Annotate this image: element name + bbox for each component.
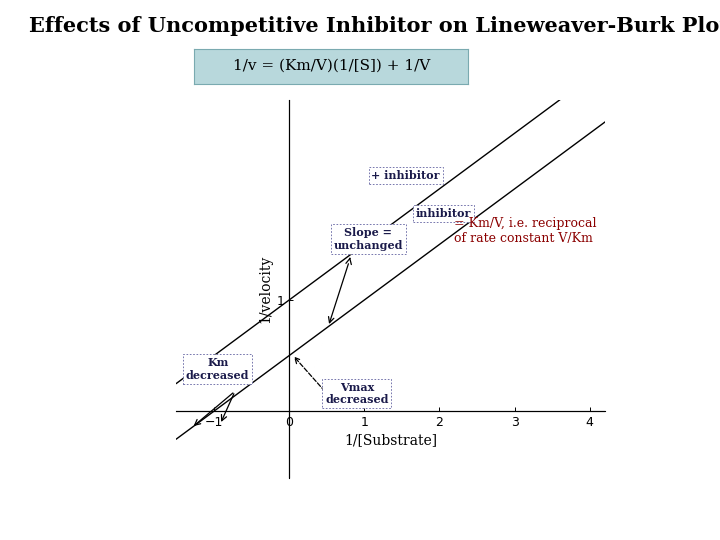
Text: Km
decreased: Km decreased xyxy=(186,357,250,381)
Text: inhibitor: inhibitor xyxy=(415,208,471,219)
Text: Effects of Uncompetitive Inhibitor on Lineweaver-Burk Plot: Effects of Uncompetitive Inhibitor on Li… xyxy=(29,16,720,36)
X-axis label: 1/[Substrate]: 1/[Substrate] xyxy=(344,433,437,447)
Text: + inhibitor: + inhibitor xyxy=(372,170,440,181)
Text: = Km/V, i.e. reciprocal
of rate constant V/Km: = Km/V, i.e. reciprocal of rate constant… xyxy=(454,217,597,245)
Y-axis label: 1/velocity: 1/velocity xyxy=(258,255,272,323)
Text: Vmax
decreased: Vmax decreased xyxy=(325,381,389,406)
Text: Slope =
unchanged: Slope = unchanged xyxy=(333,227,402,251)
Text: 1/v = (Km/V)(1/[S]) + 1/V: 1/v = (Km/V)(1/[S]) + 1/V xyxy=(233,59,430,73)
